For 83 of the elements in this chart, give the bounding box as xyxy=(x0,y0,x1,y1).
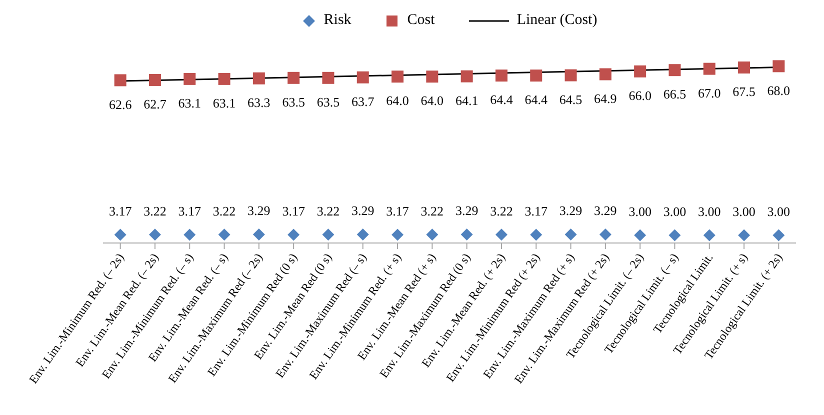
point xyxy=(599,68,612,80)
point xyxy=(426,228,438,241)
data-label: 63.1 xyxy=(212,96,236,111)
point xyxy=(634,65,646,78)
point xyxy=(460,228,473,240)
data-label: 3.00 xyxy=(698,204,721,219)
data-label: 3.17 xyxy=(282,203,306,218)
point xyxy=(356,71,369,84)
data-label: 3.22 xyxy=(212,203,236,218)
data-label: 3.00 xyxy=(663,204,686,219)
data-label: 3.17 xyxy=(178,203,202,218)
data-label: 64.5 xyxy=(559,92,582,107)
data-label: 64.0 xyxy=(420,93,444,108)
point xyxy=(148,74,161,86)
point xyxy=(772,60,785,72)
point xyxy=(392,70,404,83)
data-label: 66.0 xyxy=(628,88,652,103)
data-label: 3.22 xyxy=(490,203,513,218)
point xyxy=(218,72,230,85)
point xyxy=(772,229,785,242)
data-label: 64.9 xyxy=(594,90,617,106)
point xyxy=(564,228,577,240)
data-label: 3.22 xyxy=(144,203,166,218)
data-label: 67.0 xyxy=(698,85,721,100)
point xyxy=(738,229,750,242)
point xyxy=(738,62,750,74)
point xyxy=(703,62,716,75)
data-label: 64.1 xyxy=(455,92,478,108)
point xyxy=(114,228,126,241)
point xyxy=(252,228,265,240)
data-label: 3.17 xyxy=(524,203,548,218)
point xyxy=(218,228,230,241)
point xyxy=(322,72,334,84)
data-label: 63.7 xyxy=(352,94,375,109)
legend-label: Cost xyxy=(407,12,435,29)
data-label: 3.00 xyxy=(732,204,756,219)
point xyxy=(322,228,334,241)
data-label: 63.1 xyxy=(178,96,201,111)
data-label: 67.5 xyxy=(732,84,756,100)
data-label: 3.29 xyxy=(559,203,582,218)
point xyxy=(426,70,438,83)
point xyxy=(288,72,300,84)
data-label: 3.22 xyxy=(316,203,340,218)
point xyxy=(703,229,716,242)
data-label: 3.00 xyxy=(767,204,790,219)
point xyxy=(634,229,646,242)
data-label: 63.5 xyxy=(282,94,305,110)
data-label: 3.22 xyxy=(420,203,444,218)
data-label: 64.4 xyxy=(524,92,548,108)
data-label: 3.29 xyxy=(594,203,617,218)
data-label: 63.5 xyxy=(316,94,340,110)
data-label: 64.0 xyxy=(386,93,409,108)
data-label: 3.29 xyxy=(352,203,374,218)
data-label: 3.17 xyxy=(108,203,132,218)
point xyxy=(356,228,369,240)
data-label: 3.29 xyxy=(455,203,478,218)
data-label: 62.6 xyxy=(108,96,132,112)
data-label: 68.0 xyxy=(767,82,790,98)
data-label: 3.17 xyxy=(386,203,410,218)
point xyxy=(564,69,577,82)
point xyxy=(668,229,681,242)
point xyxy=(495,70,508,82)
point xyxy=(114,74,126,86)
point xyxy=(530,70,542,82)
point xyxy=(599,228,612,240)
data-label: 62.7 xyxy=(144,96,167,112)
point xyxy=(184,228,196,241)
point xyxy=(288,228,300,241)
data-label: 3.00 xyxy=(628,204,652,219)
legend-label: Risk xyxy=(324,12,352,29)
legend-label: Linear (Cost) xyxy=(516,12,598,29)
data-label: 3.29 xyxy=(248,203,270,218)
point xyxy=(148,228,161,241)
point xyxy=(460,70,473,82)
data-label: 63.3 xyxy=(248,95,270,110)
point xyxy=(184,72,196,85)
point xyxy=(252,72,265,84)
point xyxy=(495,228,508,241)
point xyxy=(392,228,404,241)
point xyxy=(668,64,681,76)
point xyxy=(530,228,542,241)
data-label: 66.5 xyxy=(663,86,686,102)
data-label: 64.4 xyxy=(490,92,514,108)
